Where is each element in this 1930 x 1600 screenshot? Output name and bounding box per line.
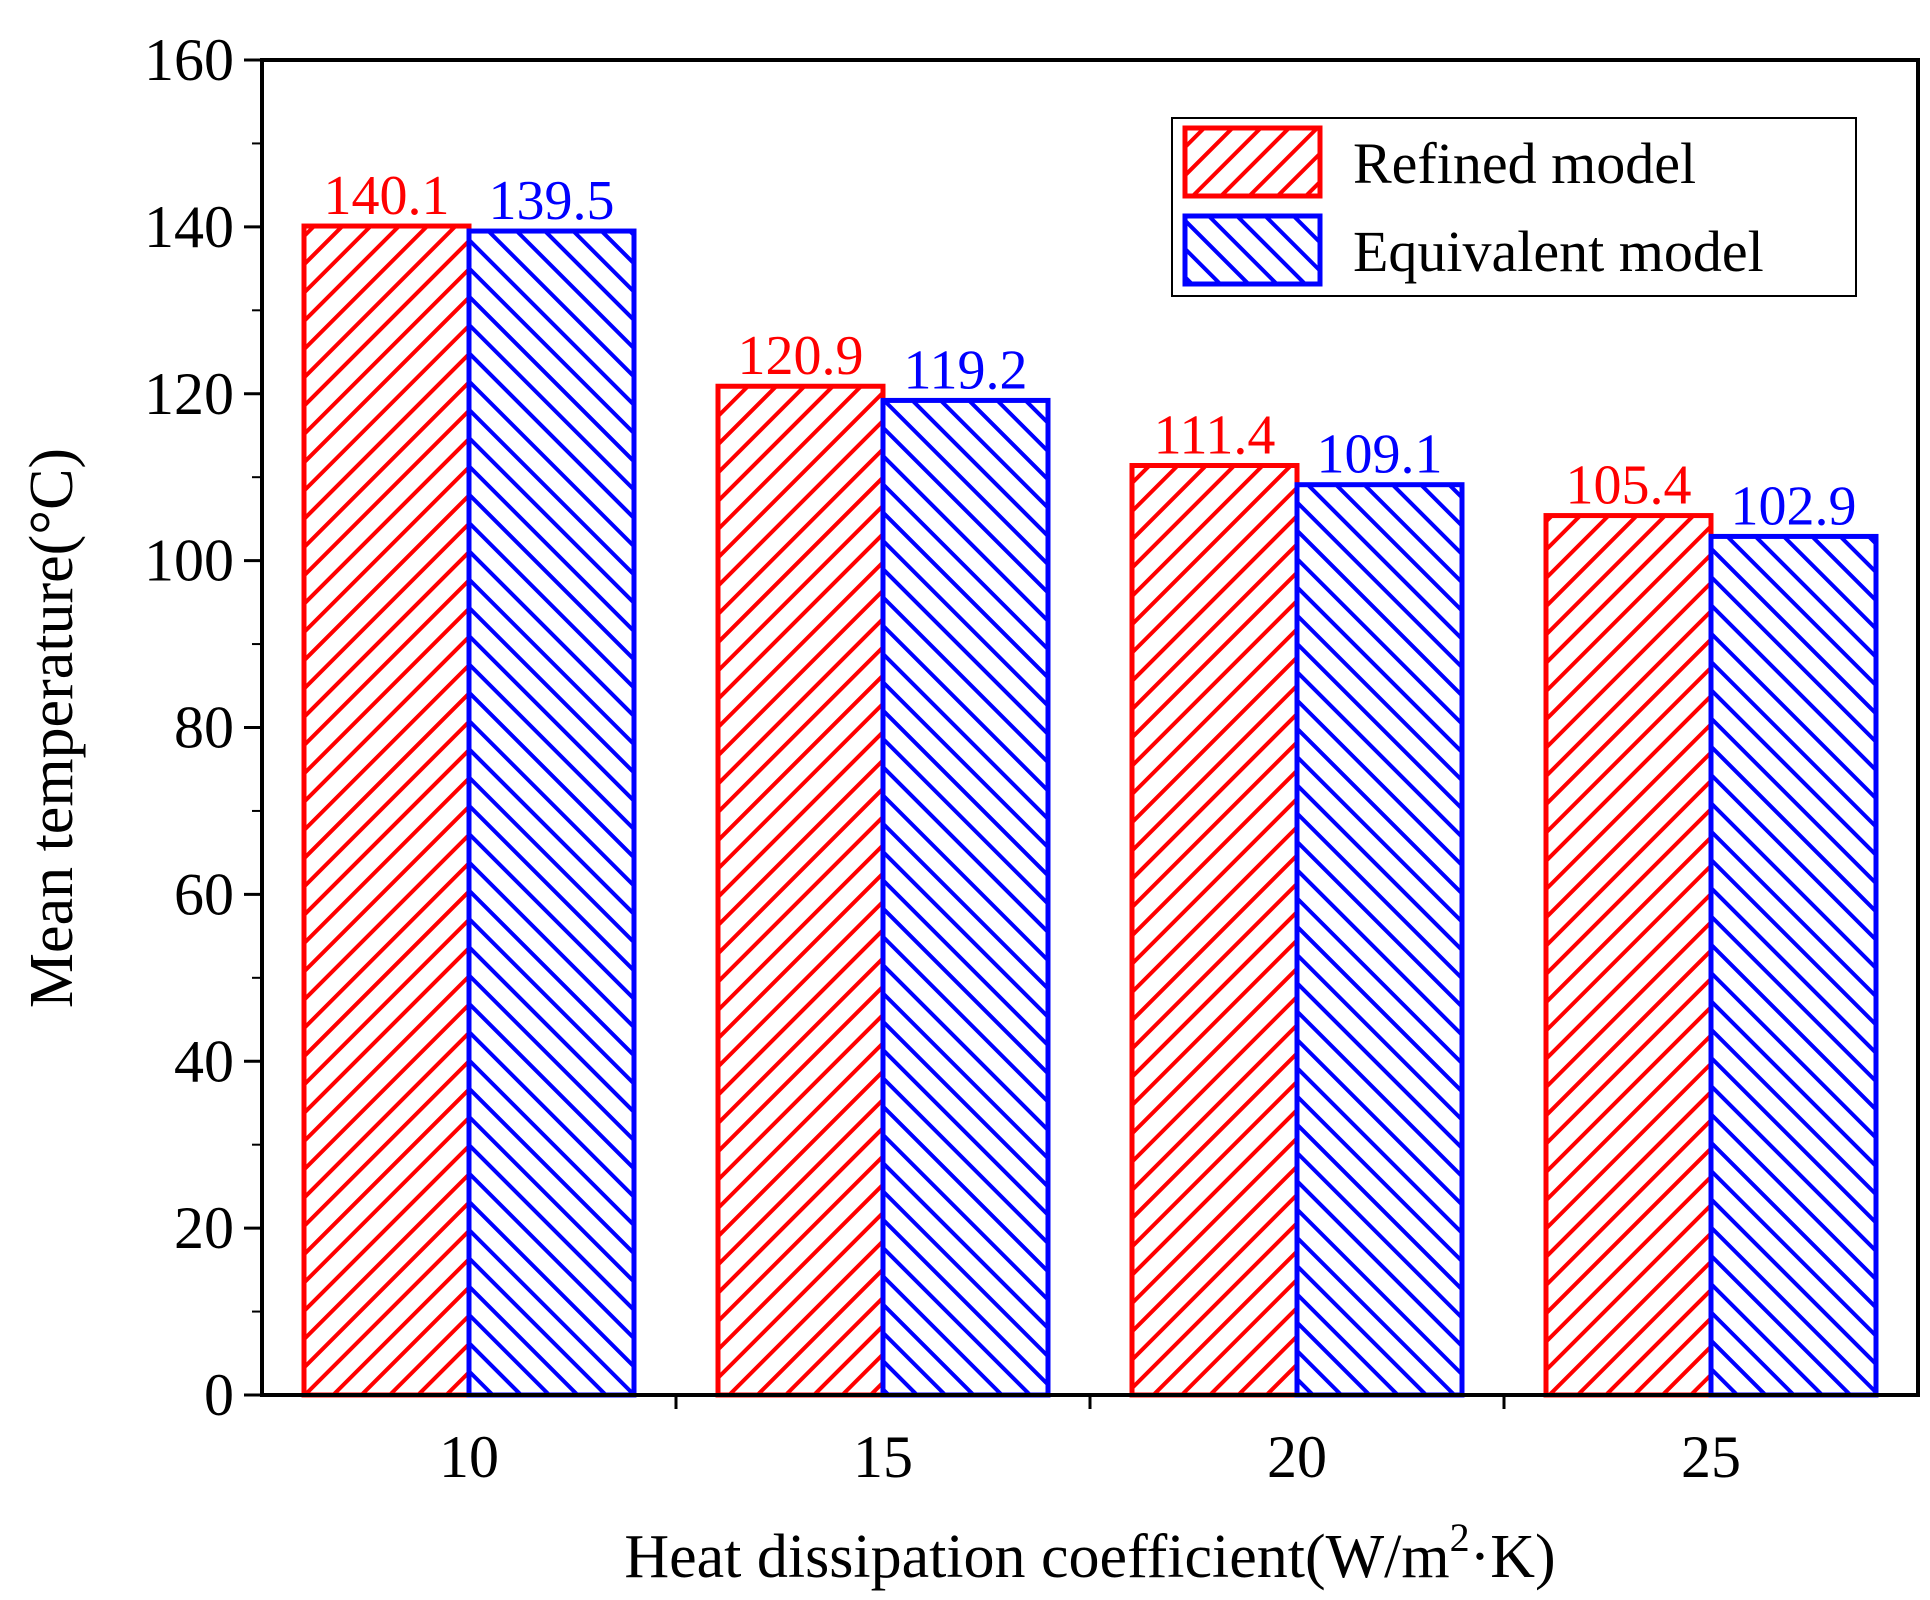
bar-refined-15 bbox=[715, 383, 886, 1398]
y-axis-ticks: 0 20 40 60 80 100 120 140 160 bbox=[144, 27, 262, 1428]
y-tick-label-100: 100 bbox=[144, 528, 234, 594]
value-label-refined-20: 111.4 bbox=[1154, 405, 1276, 467]
x-tick-label-25: 25 bbox=[1681, 1424, 1741, 1490]
legend-label-equivalent: Equivalent model bbox=[1353, 219, 1764, 284]
y-tick-label-140: 140 bbox=[144, 194, 234, 260]
y-axis-title: Mean temperature(°C) bbox=[18, 448, 86, 1008]
x-axis-title-superscript: 2 bbox=[1450, 1515, 1470, 1560]
y-tick-label-20: 20 bbox=[174, 1195, 234, 1261]
y-tick-label-60: 60 bbox=[174, 861, 234, 927]
bar-refined-25 bbox=[1543, 513, 1714, 1398]
bar-equivalent-15 bbox=[880, 397, 1051, 1398]
bar-refined-20 bbox=[1129, 463, 1300, 1398]
value-label-equivalent-20: 109.1 bbox=[1317, 424, 1443, 486]
value-label-equivalent-10: 139.5 bbox=[489, 170, 615, 232]
x-axis-title-main: Heat dissipation coefficient(W/m bbox=[624, 1523, 1449, 1591]
bar-refined-10 bbox=[301, 223, 472, 1398]
legend-swatch-refined bbox=[1182, 125, 1323, 199]
legend-swatch-equivalent bbox=[1182, 213, 1323, 287]
y-tick-label-160: 160 bbox=[144, 27, 234, 93]
value-label-refined-15: 120.9 bbox=[738, 325, 864, 387]
value-labels-group: 140.1 139.5 120.9 119.2 111.4 109.1 105.4 102.9 bbox=[324, 165, 1857, 537]
value-label-refined-10: 140.1 bbox=[324, 165, 450, 227]
legend: Refined model Equivalent model bbox=[1171, 117, 1857, 297]
value-label-refined-25: 105.4 bbox=[1566, 455, 1692, 517]
value-label-equivalent-15: 119.2 bbox=[904, 339, 1028, 401]
y-tick-label-40: 40 bbox=[174, 1028, 234, 1094]
x-tick-label-15: 15 bbox=[853, 1424, 913, 1490]
y-tick-label-0: 0 bbox=[204, 1362, 234, 1428]
bar-equivalent-20 bbox=[1294, 482, 1465, 1398]
bar-equivalent-25 bbox=[1708, 533, 1879, 1398]
x-tick-label-10: 10 bbox=[439, 1424, 499, 1490]
bar-equivalent-10 bbox=[466, 228, 637, 1398]
legend-label-refined: Refined model bbox=[1353, 131, 1696, 196]
x-axis-ticks: 10 15 20 25 bbox=[439, 1395, 1741, 1490]
y-tick-label-80: 80 bbox=[174, 695, 234, 761]
x-axis-title-tail: ·K) bbox=[1470, 1523, 1556, 1591]
y-tick-label-120: 120 bbox=[144, 361, 234, 427]
x-axis-title: Heat dissipation coefficient(W/m2·K) bbox=[624, 1515, 1555, 1591]
x-tick-label-20: 20 bbox=[1267, 1424, 1327, 1490]
value-label-equivalent-25: 102.9 bbox=[1731, 475, 1857, 537]
bars-group bbox=[301, 223, 1879, 1398]
